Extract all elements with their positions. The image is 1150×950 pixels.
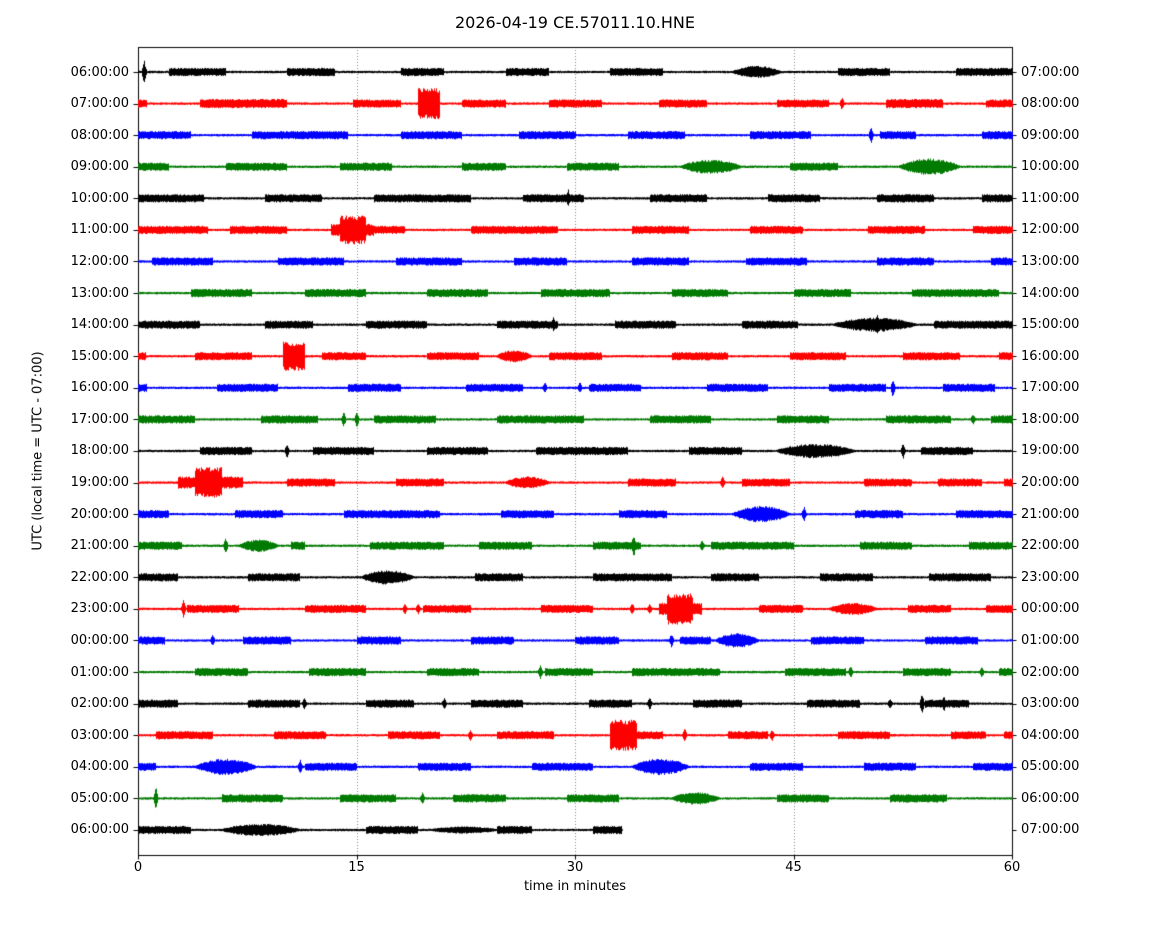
row-label-right: 00:00:00 [1021,601,1080,617]
x-tick-label: 0 [133,860,143,875]
row-label-right: 23:00:00 [1021,569,1080,585]
row-label-left: 07:00:00 [70,96,129,112]
row-label-right: 07:00:00 [1021,822,1080,838]
row-label-left: 22:00:00 [70,569,129,585]
x-tick-label: 45 [785,860,802,875]
row-label-right: 19:00:00 [1021,443,1080,459]
row-label-right: 17:00:00 [1021,380,1080,396]
row-label-right: 14:00:00 [1021,285,1080,301]
row-label-right: 04:00:00 [1021,727,1080,743]
row-label-left: 09:00:00 [70,159,129,175]
row-label-right: 06:00:00 [1021,790,1080,806]
row-label-right: 11:00:00 [1021,190,1080,206]
row-label-left: 19:00:00 [70,475,129,491]
row-label-left: 16:00:00 [70,380,129,396]
row-label-left: 06:00:00 [70,822,129,838]
row-label-right: 08:00:00 [1021,96,1080,112]
row-label-left: 06:00:00 [70,64,129,80]
row-label-right: 09:00:00 [1021,127,1080,143]
row-label-left: 08:00:00 [70,127,129,143]
row-label-left: 21:00:00 [70,538,129,554]
row-label-left: 18:00:00 [70,443,129,459]
y-axis-label: UTC (local time = UTC - 07:00) [30,351,46,551]
row-label-left: 17:00:00 [70,411,129,427]
row-label-left: 03:00:00 [70,727,129,743]
row-label-left: 02:00:00 [70,696,129,712]
plot-title: 2026-04-19 CE.57011.10.HNE [455,13,695,32]
row-label-right: 03:00:00 [1021,696,1080,712]
x-tick-label: 15 [348,860,365,875]
x-axis-label: time in minutes [523,879,627,894]
row-label-right: 02:00:00 [1021,664,1080,680]
row-label-left: 01:00:00 [70,664,129,680]
row-label-right: 21:00:00 [1021,506,1080,522]
row-label-right: 05:00:00 [1021,759,1080,775]
row-label-right: 22:00:00 [1021,538,1080,554]
row-label-left: 11:00:00 [70,222,129,238]
row-label-left: 12:00:00 [70,253,129,269]
x-tick-label: 30 [566,860,584,875]
row-label-left: 15:00:00 [70,348,129,364]
x-tick-label: 60 [1003,860,1021,875]
row-label-right: 12:00:00 [1021,222,1080,238]
row-label-right: 18:00:00 [1021,411,1080,427]
row-label-left: 14:00:00 [70,317,129,333]
row-label-right: 13:00:00 [1021,253,1080,269]
row-label-right: 07:00:00 [1021,64,1080,80]
row-label-right: 15:00:00 [1021,317,1080,333]
row-label-left: 13:00:00 [70,285,129,301]
row-label-left: 10:00:00 [70,190,129,206]
row-label-left: 04:00:00 [70,759,129,775]
row-label-right: 01:00:00 [1021,632,1080,648]
row-label-right: 10:00:00 [1021,159,1080,175]
row-label-left: 20:00:00 [70,506,129,522]
row-label-left: 05:00:00 [70,790,129,806]
row-label-left: 23:00:00 [70,601,129,617]
row-label-right: 20:00:00 [1021,475,1080,491]
row-label-right: 16:00:00 [1021,348,1080,364]
row-label-left: 00:00:00 [70,632,129,648]
